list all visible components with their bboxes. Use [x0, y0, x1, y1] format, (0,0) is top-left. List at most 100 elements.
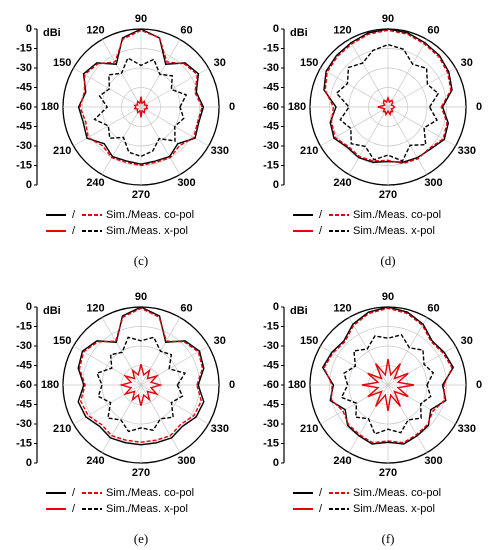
angle-label: 120: [86, 25, 104, 37]
legend-label: Sim./Meas. co-pol: [353, 487, 441, 499]
radial-tick-label: -15: [263, 159, 279, 171]
angle-label: 180: [288, 101, 306, 113]
angle-label: 240: [86, 455, 104, 467]
panel: 0 30 60 90 120 150 180 210 240 270 300 330 dBi 0 0 -15 -…: [16, 13, 235, 268]
angle-label: 330: [458, 145, 476, 157]
pattern-curve: [324, 29, 452, 165]
angle-label: 210: [300, 423, 318, 435]
spoke: [140, 384, 181, 453]
radial-tick-label: -45: [16, 398, 32, 410]
angle-label: 150: [53, 57, 71, 69]
radial-axis-label: dBi: [43, 27, 61, 39]
radial-axis-label: dBi: [43, 305, 61, 317]
spoke: [387, 384, 456, 425]
angle-label: 210: [53, 423, 71, 435]
spoke: [387, 106, 428, 175]
radial-tick-label: 0: [273, 301, 279, 313]
angle-label: 30: [214, 335, 226, 347]
pattern-curve: [133, 96, 149, 118]
radial-tick-label: -45: [263, 81, 279, 93]
angle-label: 240: [86, 177, 104, 189]
spoke: [73, 345, 142, 386]
panel: 0 30 60 90 120 150 180 210 240 270 300 330 dBi 0 0 -15 -…: [263, 291, 482, 546]
angle-label: 210: [300, 145, 318, 157]
angle-label: 0: [476, 379, 482, 391]
angle-label: 180: [41, 101, 59, 113]
angle-label: 330: [211, 423, 229, 435]
angle-label: 270: [132, 189, 150, 201]
radial-tick-label: -30: [263, 62, 279, 74]
angle-label: 90: [382, 13, 394, 25]
angle-label: 240: [333, 177, 351, 189]
radial-tick-label: -45: [263, 120, 279, 132]
spoke: [348, 39, 389, 108]
radial-tick-label: -45: [16, 81, 32, 93]
angle-label: 300: [177, 455, 195, 467]
legend-label: Sim./Meas. x-pol: [353, 225, 435, 237]
spoke: [320, 67, 389, 108]
caption: (e): [134, 531, 148, 546]
pattern-curve: [323, 28, 453, 163]
radial-tick-label: -45: [263, 398, 279, 410]
angle-label: 210: [53, 145, 71, 157]
pattern-curve: [361, 358, 415, 412]
caption: (f): [382, 531, 395, 546]
spoke: [387, 67, 456, 108]
spoke: [140, 345, 209, 386]
pattern-curve: [335, 43, 440, 162]
pattern-curve: [79, 29, 203, 167]
pattern-curve: [377, 95, 396, 117]
legend-separator: /: [72, 225, 76, 237]
pattern-curve: [323, 307, 453, 444]
angle-label: 120: [333, 303, 351, 315]
angle-label: 300: [424, 455, 442, 467]
spoke: [320, 106, 389, 147]
caption: (d): [380, 253, 395, 268]
radial-tick-label: 0: [273, 179, 279, 191]
spoke: [73, 106, 142, 147]
legend-separator: /: [319, 225, 323, 237]
radial-tick-label: 0: [273, 457, 279, 469]
angle-label: 180: [41, 379, 59, 391]
legend-label: Sim./Meas. x-pol: [106, 503, 188, 515]
angle-label: 300: [177, 177, 195, 189]
spoke: [101, 317, 142, 386]
spoke: [101, 384, 142, 453]
radial-tick-label: 0: [26, 301, 32, 313]
pattern-curve: [340, 333, 435, 435]
radial-tick-label: -45: [16, 120, 32, 132]
legend-label: Sim./Meas. co-pol: [106, 209, 194, 221]
spoke: [140, 67, 209, 108]
spoke: [140, 384, 209, 425]
radial-tick-label: 0: [273, 23, 279, 35]
angle-label: 30: [461, 57, 473, 69]
angle-label: 30: [214, 57, 226, 69]
angle-label: 240: [333, 455, 351, 467]
pattern-curve: [93, 57, 188, 158]
radial-tick-label: -15: [263, 437, 279, 449]
legend-separator: /: [72, 487, 76, 499]
legend-label: Sim./Meas. x-pol: [106, 225, 188, 237]
legend-separator: /: [319, 209, 323, 221]
angle-label: 330: [458, 423, 476, 435]
spoke: [140, 39, 181, 108]
radial-tick-label: 0: [26, 23, 32, 35]
spoke: [387, 317, 428, 386]
angle-label: 150: [300, 335, 318, 347]
radial-tick-label: -15: [16, 437, 32, 449]
pattern-curve: [77, 306, 205, 446]
radial-tick-label: -30: [16, 340, 32, 352]
radial-axis-label: dBi: [290, 27, 308, 39]
radial-tick-label: -45: [16, 359, 32, 371]
pattern-curve: [78, 307, 204, 443]
angle-label: 150: [53, 335, 71, 347]
panel: 0 30 60 90 120 150 180 210 240 270 300 330 dBi 0 0 -15 -…: [16, 291, 235, 546]
radial-tick-label: -60: [16, 379, 32, 391]
angle-label: 90: [382, 291, 394, 303]
spoke: [320, 384, 389, 425]
spoke: [140, 106, 181, 175]
radial-tick-label: 0: [26, 179, 32, 191]
pattern-curve: [118, 364, 164, 406]
angle-label: 60: [427, 25, 439, 37]
